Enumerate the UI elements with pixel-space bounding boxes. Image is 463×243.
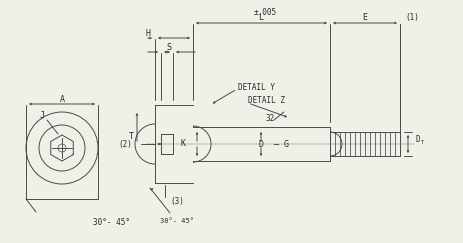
- Text: T: T: [129, 131, 134, 140]
- Text: DETAIL Y: DETAIL Y: [238, 83, 275, 92]
- Text: 30°- 45°: 30°- 45°: [93, 217, 130, 226]
- Text: D: D: [416, 134, 420, 144]
- Text: 32: 32: [265, 113, 275, 122]
- Text: A: A: [60, 95, 64, 104]
- Text: H: H: [145, 28, 150, 37]
- Text: D: D: [258, 139, 263, 148]
- Text: E: E: [363, 12, 368, 21]
- Text: K: K: [181, 139, 186, 148]
- Text: (3): (3): [170, 197, 184, 206]
- Text: J: J: [39, 111, 44, 120]
- Text: 30°- 45°: 30°- 45°: [160, 218, 194, 224]
- Text: DETAIL Z: DETAIL Z: [248, 95, 285, 104]
- Text: T: T: [421, 139, 424, 145]
- Text: (2): (2): [118, 139, 132, 148]
- Text: L: L: [258, 12, 263, 21]
- Text: — G: — G: [274, 139, 288, 148]
- Text: (1): (1): [405, 12, 419, 21]
- Text: ±.005: ±.005: [253, 8, 276, 17]
- Text: S: S: [167, 43, 171, 52]
